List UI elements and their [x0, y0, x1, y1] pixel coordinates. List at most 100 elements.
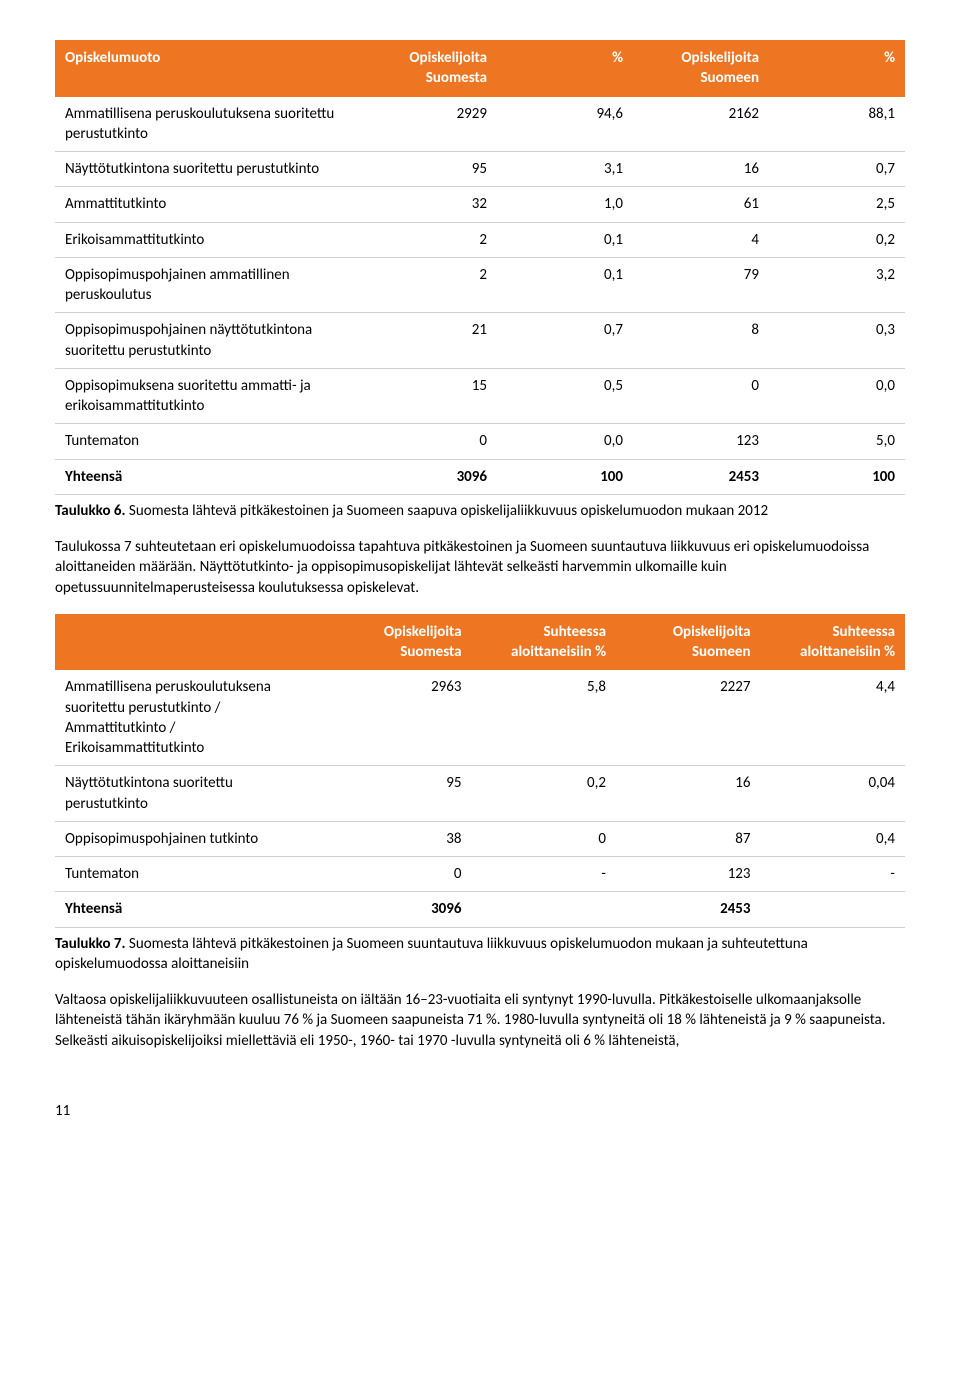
- cell: 2: [361, 222, 497, 257]
- cell: 95: [361, 152, 497, 187]
- caption-label: Taulukko 7.: [55, 935, 126, 953]
- row-label: Näyttötutkintona suoritettu perustutkint…: [55, 766, 327, 822]
- cell: 2162: [633, 97, 769, 152]
- page-number: 11: [55, 1101, 905, 1121]
- row-label: Yhteensä: [55, 459, 361, 494]
- row-label: Oppisopimuspohjainen tutkinto: [55, 821, 327, 856]
- cell: 4: [633, 222, 769, 257]
- cell: 0,04: [761, 766, 906, 822]
- cell: -: [472, 857, 617, 892]
- col-header: %: [769, 40, 905, 97]
- cell: [472, 892, 617, 927]
- cell: 32: [361, 187, 497, 222]
- table-total-row: Yhteensä30961002453100: [55, 459, 905, 494]
- cell: 2,5: [769, 187, 905, 222]
- paragraph-2: Valtaosa opiskelijaliikkuvuuteen osallis…: [55, 990, 905, 1051]
- col-header: Opiskelijoita Suomesta: [361, 40, 497, 97]
- cell: 2929: [361, 97, 497, 152]
- cell: 3096: [361, 459, 497, 494]
- cell: 61: [633, 187, 769, 222]
- cell: 123: [616, 857, 761, 892]
- col-header: Opiskelijoita Suomeen: [616, 614, 761, 671]
- table-row: Tuntematon00,01235,0: [55, 424, 905, 459]
- cell: 5,0: [769, 424, 905, 459]
- table-row: Näyttötutkintona suoritettu perustutkint…: [55, 766, 905, 822]
- cell: 16: [616, 766, 761, 822]
- cell: 1,0: [497, 187, 633, 222]
- table-row: Oppisopimuksena suoritettu ammatti- ja e…: [55, 368, 905, 424]
- cell: [761, 892, 906, 927]
- row-label: Tuntematon: [55, 424, 361, 459]
- caption-text: Suomesta lähtevä pitkäkestoinen ja Suome…: [55, 935, 808, 973]
- row-label: Erikoisammattitutkinto: [55, 222, 361, 257]
- cell: 87: [616, 821, 761, 856]
- table-row: Ammatillisena peruskoulutuksena suoritet…: [55, 670, 905, 766]
- cell: 2453: [633, 459, 769, 494]
- row-label: Oppisopimuksena suoritettu ammatti- ja e…: [55, 368, 361, 424]
- caption-label: Taulukko 6.: [55, 502, 126, 520]
- cell: 5,8: [472, 670, 617, 766]
- col-header: Opiskelumuoto: [55, 40, 361, 97]
- caption-text: Suomesta lähtevä pitkäkestoinen ja Suome…: [126, 502, 769, 520]
- cell: 0,0: [497, 424, 633, 459]
- cell: 0,4: [761, 821, 906, 856]
- cell: 0,1: [497, 257, 633, 313]
- table-row: Ammattitutkinto321,0612,5: [55, 187, 905, 222]
- cell: 2453: [616, 892, 761, 927]
- cell: 94,6: [497, 97, 633, 152]
- cell: 2227: [616, 670, 761, 766]
- table-header-row: Opiskelijoita Suomesta Suhteessa aloitta…: [55, 614, 905, 671]
- col-header: %: [497, 40, 633, 97]
- table-row: Erikoisammattitutkinto20,140,2: [55, 222, 905, 257]
- cell: 38: [327, 821, 472, 856]
- table-row: Näyttötutkintona suoritettu perustutkint…: [55, 152, 905, 187]
- cell: 4,4: [761, 670, 906, 766]
- row-label: Yhteensä: [55, 892, 327, 927]
- cell: 0,0: [769, 368, 905, 424]
- cell: 0,2: [472, 766, 617, 822]
- table-7-caption: Taulukko 7. Suomesta lähtevä pitkäkestoi…: [55, 934, 905, 975]
- cell: 0,3: [769, 313, 905, 369]
- table-6: Opiskelumuoto Opiskelijoita Suomesta % O…: [55, 40, 905, 495]
- table-row: Oppisopimuspohjainen ammatillinen perusk…: [55, 257, 905, 313]
- cell: 0: [472, 821, 617, 856]
- cell: 0,7: [497, 313, 633, 369]
- table-6-caption: Taulukko 6. Suomesta lähtevä pitkäkestoi…: [55, 501, 905, 521]
- cell: 95: [327, 766, 472, 822]
- row-label: Tuntematon: [55, 857, 327, 892]
- table-row: Oppisopimuspohjainen tutkinto380870,4: [55, 821, 905, 856]
- cell: 8: [633, 313, 769, 369]
- cell: 0: [327, 857, 472, 892]
- cell: 0: [633, 368, 769, 424]
- table-row: Ammatillisena peruskoulutuksena suoritet…: [55, 97, 905, 152]
- col-header: Suhteessa aloittaneisiin %: [472, 614, 617, 671]
- row-label: Ammatillisena peruskoulutuksena suoritet…: [55, 670, 327, 766]
- col-header: Suhteessa aloittaneisiin %: [761, 614, 906, 671]
- table-row: Tuntematon0-123-: [55, 857, 905, 892]
- cell: 3096: [327, 892, 472, 927]
- cell: 0,2: [769, 222, 905, 257]
- cell: 123: [633, 424, 769, 459]
- cell: 15: [361, 368, 497, 424]
- table-7: Opiskelijoita Suomesta Suhteessa aloitta…: [55, 614, 905, 928]
- col-header: [55, 614, 327, 671]
- row-label: Ammattitutkinto: [55, 187, 361, 222]
- cell: 21: [361, 313, 497, 369]
- cell: -: [761, 857, 906, 892]
- table-total-row: Yhteensä3096 2453: [55, 892, 905, 927]
- col-header: Opiskelijoita Suomesta: [327, 614, 472, 671]
- row-label: Oppisopimuspohjainen ammatillinen perusk…: [55, 257, 361, 313]
- cell: 16: [633, 152, 769, 187]
- cell: 0,7: [769, 152, 905, 187]
- cell: 0,1: [497, 222, 633, 257]
- cell: 2963: [327, 670, 472, 766]
- cell: 2: [361, 257, 497, 313]
- col-header: Opiskelijoita Suomeen: [633, 40, 769, 97]
- cell: 79: [633, 257, 769, 313]
- row-label: Ammatillisena peruskoulutuksena suoritet…: [55, 97, 361, 152]
- cell: 3,1: [497, 152, 633, 187]
- row-label: Oppisopimuspohjainen näyttötutkintona su…: [55, 313, 361, 369]
- cell: 100: [769, 459, 905, 494]
- table-header-row: Opiskelumuoto Opiskelijoita Suomesta % O…: [55, 40, 905, 97]
- cell: 88,1: [769, 97, 905, 152]
